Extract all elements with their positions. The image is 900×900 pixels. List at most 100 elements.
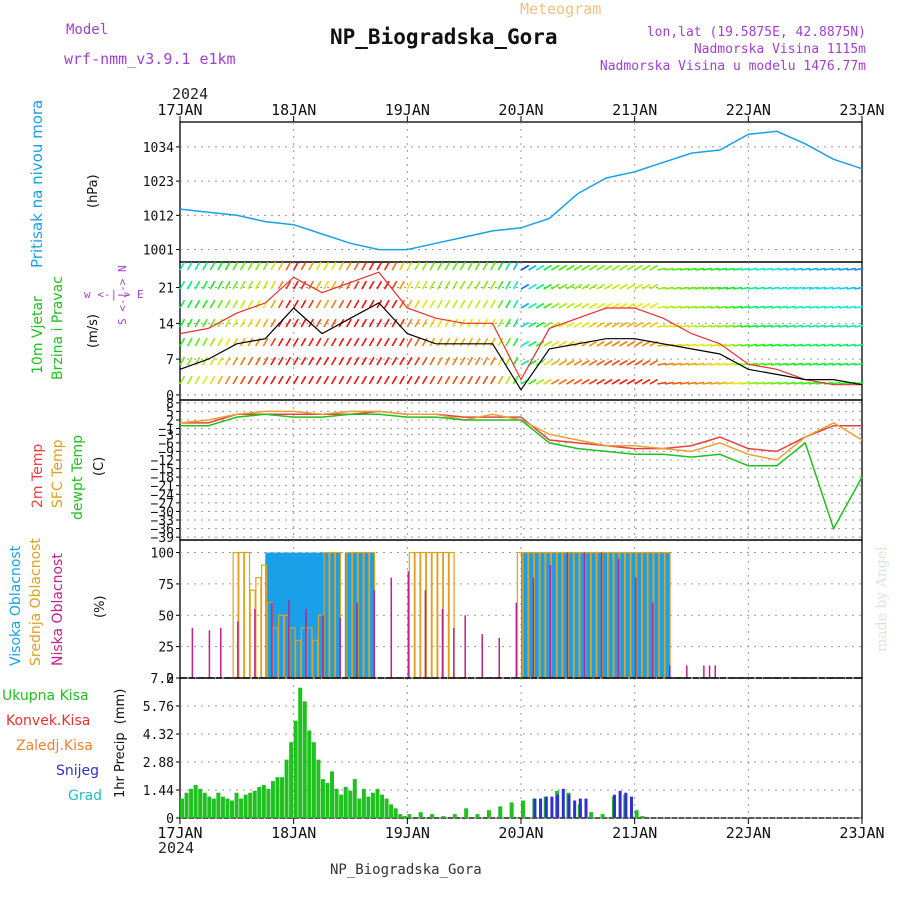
- precip-bar-rain: [293, 720, 298, 818]
- wind-arrow: [474, 261, 481, 271]
- wind-arrow: [839, 343, 849, 347]
- wind-arrow: [376, 280, 383, 290]
- wind-arrow: [330, 280, 337, 290]
- wind-arrow: [444, 261, 451, 271]
- wind-arrow: [755, 343, 765, 347]
- wind-panel: 0 7 14 21: [158, 261, 864, 404]
- wind-arrow: [611, 302, 621, 309]
- wind-arrow: [740, 305, 750, 309]
- wind-arrow: [801, 381, 811, 385]
- wind-arrow: [679, 286, 690, 290]
- wind-arrow: [710, 343, 720, 347]
- wind-arrow: [573, 378, 583, 385]
- wind-arrow: [786, 305, 796, 309]
- wind-arrow: [292, 280, 299, 290]
- temp-ytick-label: −39: [151, 531, 174, 546]
- wind-arrow: [520, 359, 530, 366]
- wind-arrow: [512, 280, 519, 290]
- precip-bar-rain: [202, 792, 207, 818]
- wind-ytick-label: 21: [158, 282, 174, 297]
- wind-arrow: [262, 337, 269, 347]
- wind-arrow: [421, 356, 428, 366]
- wind-arrow: [308, 356, 315, 366]
- wind-arrow: [558, 283, 568, 290]
- wind-arrow: [528, 264, 537, 271]
- wind-arrow: [657, 362, 667, 366]
- temp-ytick-label: −15: [151, 463, 174, 478]
- precip-bar-rain: [407, 814, 412, 818]
- wind-arrow: [733, 324, 743, 328]
- wind-arrow: [474, 375, 481, 385]
- wind-arrow: [186, 375, 193, 385]
- wind-arrow: [535, 321, 545, 328]
- wind-arrow: [308, 375, 315, 385]
- wind-arrow: [323, 356, 330, 366]
- wind-arrow: [186, 280, 193, 290]
- precip-bar-rain: [261, 784, 266, 818]
- wind-arrow: [740, 381, 750, 385]
- x-label-bottom: 18JAN: [271, 824, 316, 842]
- pressure-ytick-label: 1034: [143, 141, 174, 156]
- wind-arrow: [603, 321, 613, 328]
- temp-ytick-label: 5: [166, 405, 174, 420]
- wind-arrow: [611, 340, 621, 347]
- wind-arrow: [649, 359, 659, 366]
- wind-arrow: [831, 362, 841, 366]
- wind-arrow: [581, 321, 590, 328]
- cloud-bar-high: [333, 552, 341, 678]
- x-label-bottom: 23JAN: [839, 824, 884, 842]
- cloud-bar-high: [651, 552, 659, 678]
- cloud-bar-high: [560, 552, 568, 678]
- cloud-bar-high: [538, 552, 546, 678]
- wind-arrow: [255, 299, 261, 309]
- wind-arrow: [338, 356, 345, 366]
- wind-arrow: [770, 362, 781, 366]
- wind-arrow: [588, 359, 598, 366]
- cloud-ylabel-1: Visoka Oblacnost: [8, 545, 24, 666]
- cloud-ylabel-3: Niska Oblacnost: [50, 553, 66, 666]
- wind-arrow: [823, 324, 834, 328]
- wind-arrow: [846, 324, 856, 328]
- wind-arrow: [710, 381, 720, 385]
- wind-arrow: [535, 378, 545, 385]
- wind-arrow: [368, 375, 375, 385]
- precip-bar-rain: [302, 701, 307, 818]
- wind-arrow: [179, 280, 186, 290]
- precip-bar-rain: [330, 771, 335, 818]
- wind-arrow: [695, 381, 705, 385]
- wind-arrow: [209, 299, 216, 309]
- cloud-bar-high: [356, 552, 364, 678]
- elevation-text: Nadmorska Visina 1115m: [694, 42, 866, 57]
- wind-arrow: [566, 302, 575, 309]
- temp-ytick-label: −18: [151, 471, 174, 486]
- wind-arrow: [603, 264, 613, 271]
- wind-arrow: [391, 280, 398, 290]
- wind-arrow: [619, 283, 628, 290]
- wind-arrow: [854, 362, 864, 366]
- wind-arrow: [839, 267, 849, 271]
- precip-bar-rain: [243, 794, 248, 818]
- wind-arrow: [353, 337, 360, 347]
- wind-arrow: [285, 375, 292, 385]
- wind-arrow: [482, 337, 489, 347]
- wind-arrow: [239, 375, 246, 385]
- wind-arrow: [566, 321, 575, 328]
- precip-ytick-label: 0: [166, 812, 174, 827]
- wind-arrow: [232, 356, 239, 366]
- wind-arrow: [778, 343, 788, 347]
- cloud-bar-high: [521, 552, 528, 678]
- cloud-bar-high: [577, 552, 585, 678]
- wind-arrow: [846, 286, 856, 290]
- wind-arrow: [497, 299, 504, 309]
- wind-arrow: [816, 324, 826, 328]
- wind-arrow: [467, 261, 474, 271]
- wind-arrow: [793, 267, 803, 271]
- wind-gust-line: [179, 271, 862, 386]
- wind-arrow: [414, 280, 421, 290]
- wind-arrow: [748, 305, 758, 309]
- wind-arrow: [831, 267, 841, 271]
- wind-arrow: [436, 299, 443, 309]
- wind-arrow: [474, 299, 481, 309]
- precip-bar-rain: [334, 788, 339, 818]
- wind-arrow: [725, 286, 735, 290]
